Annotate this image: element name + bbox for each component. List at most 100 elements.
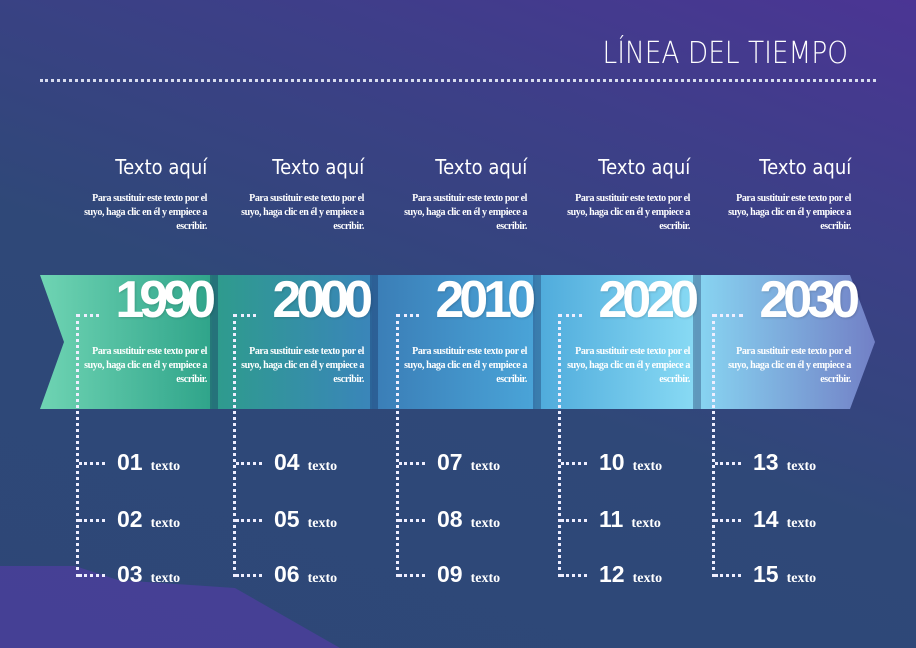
dotted-connector-branch [79,574,105,577]
timeline-column: Texto aquí Para sustituir este texto por… [567,155,699,385]
item-label: texto [307,571,338,586]
column-description[interactable]: Para sustituir este texto por el suyo, h… [84,193,207,232]
timeline-item[interactable]: 03 texto [117,561,180,592]
column-description[interactable]: Para sustituir este texto por el suyo, h… [241,193,364,232]
dotted-connector-branch [236,519,262,522]
dotted-connector-top [397,314,419,317]
item-label: texto [150,571,181,586]
timeline-column: Texto aquí Para sustituir este texto por… [404,155,536,385]
dotted-connector-top [234,314,256,317]
dotted-connector-vertical [76,314,79,577]
dotted-connector-branch [561,462,587,465]
item-number: 15 [753,561,779,587]
timeline-item[interactable]: 01 texto [117,449,180,480]
timeline-item[interactable]: 15 texto [753,561,816,592]
column-description[interactable]: Para sustituir este texto por el suyo, h… [728,193,851,232]
year-description[interactable]: Para sustituir este texto por el suyo, h… [567,346,690,385]
item-number: 01 [117,449,143,475]
column-heading[interactable]: Texto aquí [597,155,690,179]
dotted-connector-branch [236,574,262,577]
dotted-connector-top [559,314,582,317]
year-label[interactable]: 2030 [759,271,860,329]
dotted-connector-branch [79,519,105,522]
dotted-connector-branch [715,519,741,522]
band-segment-2020 [535,275,695,409]
year-label[interactable]: 1990 [115,271,216,329]
column-description[interactable]: Para sustituir este texto por el suyo, h… [567,193,690,232]
item-label: texto [307,516,338,531]
dotted-connector-top [77,314,99,317]
item-label: texto [632,459,663,474]
year-description[interactable]: Para sustituir este texto por el suyo, h… [84,346,207,385]
timeline-item[interactable]: 08 texto [437,506,500,537]
item-label: texto [150,516,181,531]
item-number: 02 [117,506,143,532]
item-number: 03 [117,561,143,587]
column-heading[interactable]: Texto aquí [434,155,527,179]
band-segment-2030 [695,275,875,409]
item-label: texto [786,459,817,474]
dotted-connector-branch [561,519,587,522]
item-label: texto [786,571,817,586]
item-label: texto [307,459,338,474]
item-label: texto [470,516,501,531]
column-heading[interactable]: Texto aquí [271,155,364,179]
dotted-connector-branch [79,462,105,465]
item-number: 13 [753,449,779,475]
timeline-item[interactable]: 12 texto [599,561,662,592]
dotted-connector-branch [399,462,425,465]
dotted-connector-branch [399,519,425,522]
item-number: 04 [274,449,300,475]
column-heading[interactable]: Texto aquí [758,155,851,179]
timeline-item[interactable]: 13 texto [753,449,816,480]
segment-fold-shadow [693,275,701,409]
column-description[interactable]: Para sustituir este texto por el suyo, h… [404,193,527,232]
item-number: 09 [437,561,463,587]
year-label[interactable]: 2000 [272,271,373,329]
timeline-item[interactable]: 02 texto [117,506,180,537]
year-label[interactable]: 2020 [598,271,699,329]
timeline-item[interactable]: 06 texto [274,561,337,592]
item-label: texto [470,459,501,474]
dotted-connector-branch [236,462,262,465]
column-heading[interactable]: Texto aquí [114,155,207,179]
timeline-item[interactable]: 05 texto [274,506,337,537]
segment-fold-shadow [370,275,378,409]
timeline-column: Texto aquí Para sustituir este texto por… [0,0,373,648]
timeline-item[interactable]: 07 texto [437,449,500,480]
timeline-item[interactable]: 10 texto [599,449,662,480]
year-label[interactable]: 2010 [435,271,536,329]
dotted-connector-vertical [233,314,236,577]
page-title: LÍNEA DEL TIEMPO [602,36,848,71]
segment-fold-shadow [533,275,541,409]
item-label: texto [786,516,817,531]
year-description[interactable]: Para sustituir este texto por el suyo, h… [404,346,527,385]
timeline-item[interactable]: 04 texto [274,449,337,480]
year-description[interactable]: Para sustituir este texto por el suyo, h… [241,346,364,385]
dotted-connector-vertical [712,314,715,577]
timeline-item[interactable]: 11 texto [599,506,661,537]
band-segment-1990 [40,275,212,409]
item-number: 12 [599,561,625,587]
band-segment-2010 [372,275,535,409]
dotted-connector-branch [399,574,425,577]
segment-fold-shadow [210,275,218,409]
item-label: texto [470,571,501,586]
dotted-connector-branch [715,462,741,465]
item-label: texto [631,516,661,531]
year-description[interactable]: Para sustituir este texto por el suyo, h… [728,346,851,385]
timeline-item[interactable]: 09 texto [437,561,500,592]
item-label: texto [632,571,663,586]
item-number: 11 [599,506,624,532]
item-number: 05 [274,506,300,532]
dotted-connector-vertical [558,314,561,577]
title-divider [40,79,876,82]
dotted-connector-vertical [396,314,399,577]
dotted-connector-branch [561,574,587,577]
timeline-column: Texto aquí Para sustituir este texto por… [728,155,860,385]
item-number: 08 [437,506,463,532]
timeline-column: Texto aquí Para sustituir este texto por… [0,0,216,648]
timeline-item[interactable]: 14 texto [753,506,816,537]
dotted-connector-branch [715,574,741,577]
